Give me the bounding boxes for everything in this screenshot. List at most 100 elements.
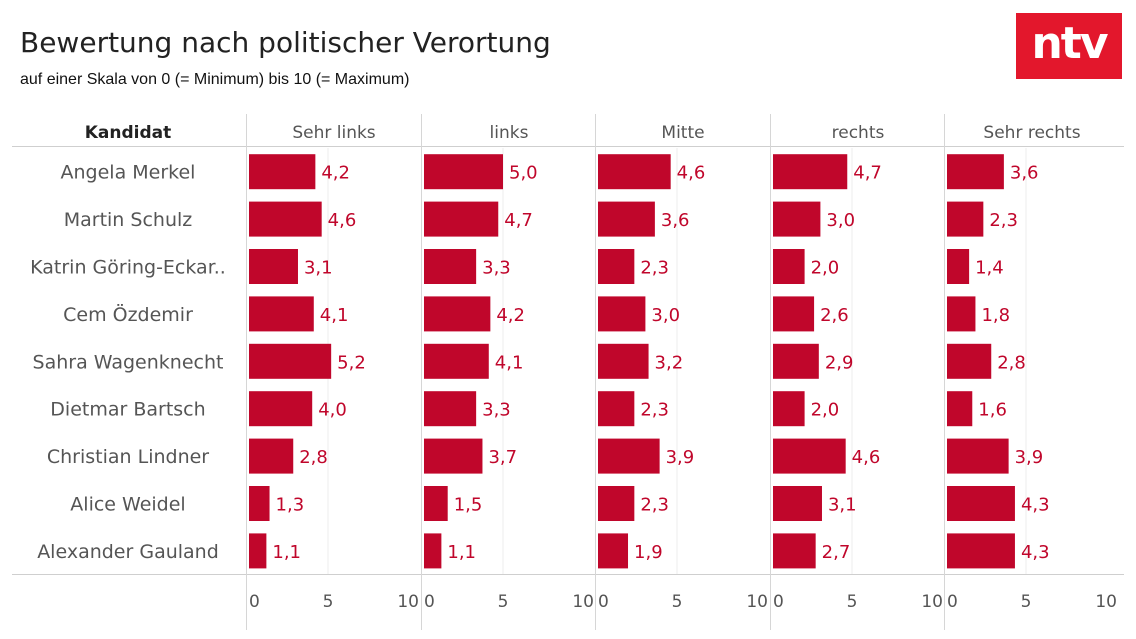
row-header-label: Kandidat: [85, 123, 172, 143]
bar: [424, 533, 442, 569]
bar: [773, 391, 805, 427]
category-label: Cem Özdemir: [63, 303, 193, 326]
tick-label: 10: [572, 592, 594, 612]
data-label: 2,3: [640, 400, 669, 421]
bar: [773, 201, 821, 237]
data-label: 1,4: [975, 258, 1004, 279]
data-label: 4,7: [853, 163, 882, 184]
bar: [773, 249, 805, 284]
category-label: Dietmar Bartsch: [50, 399, 205, 421]
tick-label: 0: [947, 592, 958, 612]
bar: [773, 154, 848, 190]
tick-label: 5: [847, 592, 858, 612]
bar: [947, 438, 1009, 474]
tick-label: 0: [773, 592, 784, 612]
tick-label: 10: [921, 592, 943, 612]
category-label: Alice Weidel: [70, 494, 185, 516]
tick-label: 5: [672, 592, 683, 612]
data-label: 4,2: [321, 163, 350, 184]
bar: [947, 391, 973, 427]
ntv-logo-text: ntv: [1031, 18, 1108, 69]
tick-label: 10: [746, 592, 768, 612]
bar: [424, 296, 491, 332]
data-label: 4,1: [495, 352, 524, 373]
data-label: 3,9: [1015, 447, 1044, 468]
bar: [947, 201, 984, 237]
tick-label: 10: [1095, 592, 1117, 612]
data-label: 2,8: [299, 447, 328, 468]
bar: [424, 486, 448, 521]
data-label: 2,0: [811, 400, 840, 421]
bar: [424, 438, 483, 474]
data-label: 1,3: [276, 495, 305, 516]
data-label: 5,2: [337, 352, 366, 373]
data-label: 1,1: [272, 542, 301, 563]
data-label: 5,0: [509, 163, 538, 184]
chart-title: Bewertung nach politischer Verortung: [20, 26, 551, 59]
tick-label: 5: [498, 592, 509, 612]
category-label: Martin Schulz: [64, 209, 193, 231]
bar: [424, 391, 477, 427]
data-label: 4,6: [677, 163, 706, 184]
data-label: 3,7: [488, 447, 517, 468]
tick-label: 5: [1021, 592, 1032, 612]
category-label: Katrin Göring-Eckar..: [30, 257, 226, 279]
data-label: 4,7: [504, 210, 533, 231]
bar: [773, 343, 819, 379]
chart-subtitle: auf einer Skala von 0 (= Minimum) bis 10…: [20, 71, 410, 88]
data-label: 2,9: [825, 352, 854, 373]
bar: [249, 438, 294, 474]
bar: [249, 486, 270, 521]
bar: [249, 249, 298, 284]
category-label: Christian Lindner: [47, 446, 209, 468]
data-label: 2,7: [822, 542, 851, 563]
panel-header-label: Sehr links: [292, 123, 375, 143]
bar: [773, 486, 822, 521]
bar: [598, 343, 649, 379]
data-label: 4,1: [320, 305, 349, 326]
panel-header-label: rechts: [832, 123, 885, 143]
bar: [598, 438, 660, 474]
bar: [249, 343, 332, 379]
data-label: 2,3: [989, 210, 1018, 231]
data-label: 4,3: [1021, 542, 1050, 563]
ntv-logo: ntv: [1016, 13, 1122, 79]
tick-label: 0: [249, 592, 260, 612]
data-label: 4,3: [1021, 495, 1050, 516]
panel-header-label: links: [490, 123, 529, 143]
bar: [947, 296, 976, 332]
data-label: 4,6: [852, 447, 881, 468]
bar: [249, 201, 322, 237]
data-label: 3,3: [482, 258, 511, 279]
bar: [773, 438, 846, 474]
data-label: 3,1: [828, 495, 857, 516]
bar: [947, 154, 1004, 190]
data-label: 3,3: [482, 400, 511, 421]
bar: [424, 154, 503, 190]
data-label: 3,9: [666, 447, 695, 468]
bar: [947, 486, 1015, 521]
data-label: 4,2: [496, 305, 525, 326]
data-label: 4,0: [318, 400, 347, 421]
tick-label: 0: [424, 592, 435, 612]
bar: [249, 296, 314, 332]
bar: [598, 201, 655, 237]
bar: [598, 154, 671, 190]
bar: [249, 391, 313, 427]
bar: [598, 533, 629, 569]
bar: [947, 343, 992, 379]
tick-label: 0: [598, 592, 609, 612]
bar: [598, 296, 646, 332]
data-label: 1,9: [634, 542, 663, 563]
bar: [947, 249, 970, 284]
data-label: 2,3: [640, 495, 669, 516]
data-label: 3,6: [661, 210, 690, 231]
data-label: 1,6: [978, 400, 1007, 421]
panel-header-label: Sehr rechts: [983, 123, 1080, 143]
bar: [249, 533, 267, 569]
tick-label: 5: [323, 592, 334, 612]
bar: [598, 391, 635, 427]
bar: [773, 533, 816, 569]
data-label: 3,0: [651, 305, 680, 326]
